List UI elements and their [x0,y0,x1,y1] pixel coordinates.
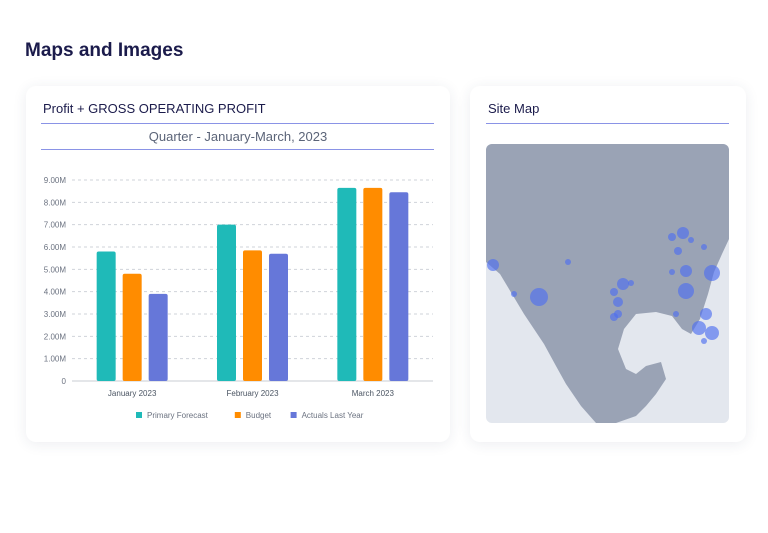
site-marker[interactable] [610,288,618,296]
map-card: Site Map [470,86,746,442]
site-marker[interactable] [674,247,682,255]
site-marker[interactable] [701,338,707,344]
site-marker[interactable] [677,227,689,239]
site-marker[interactable] [628,280,634,286]
map-card-title: Site Map [488,101,540,116]
site-map[interactable] [486,144,729,423]
page-title: Maps and Images [25,40,184,61]
site-marker[interactable] [610,313,618,321]
site-marker[interactable] [692,321,706,335]
site-marker[interactable] [487,259,499,271]
site-marker[interactable] [669,269,675,275]
site-marker[interactable] [613,297,623,307]
site-marker[interactable] [668,233,676,241]
site-marker[interactable] [701,244,707,250]
site-marker[interactable] [565,259,571,265]
site-marker[interactable] [530,288,548,306]
chart-subtitle: Quarter - January-March, 2023 [148,129,328,144]
site-marker[interactable] [705,326,719,340]
site-marker[interactable] [617,278,629,290]
divider [41,149,434,150]
chart-card: Profit + GROSS OPERATING PROFIT Quarter … [26,86,450,442]
site-marker[interactable] [680,265,692,277]
site-marker[interactable] [678,283,694,299]
divider [41,123,434,124]
chart-card-title: Profit + GROSS OPERATING PROFIT [43,101,266,116]
site-marker[interactable] [704,265,720,281]
site-marker[interactable] [700,308,712,320]
site-marker[interactable] [673,311,679,317]
site-marker[interactable] [688,237,694,243]
site-marker[interactable] [511,291,517,297]
divider [486,123,729,124]
